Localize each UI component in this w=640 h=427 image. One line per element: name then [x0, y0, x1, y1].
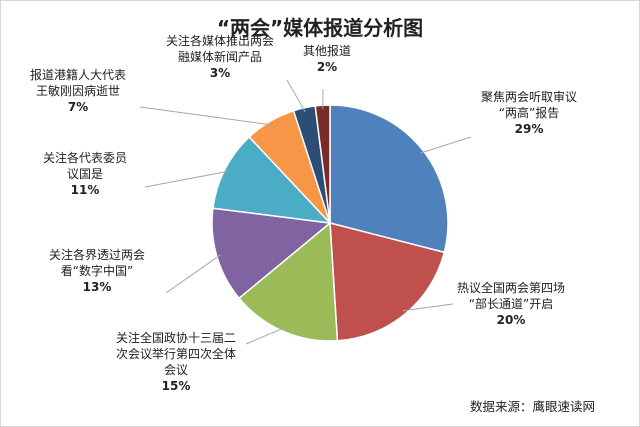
slice-percent: 20% — [497, 313, 526, 327]
slice-label-line: 融媒体新闻产品 — [178, 49, 262, 64]
slice-label-line: 其他报道 — [303, 43, 351, 58]
slice-label-line: 看“数字中国” — [61, 263, 133, 278]
slice-label-line: 会议 — [164, 363, 188, 377]
chart-title: “两会”媒体报道分析图 — [217, 16, 423, 40]
leader-line — [286, 79, 306, 112]
slice-label: 热议全国两会第四场“部长通道”开启 20% — [457, 280, 565, 327]
slice-label-line: “部长通道”开启 — [469, 296, 553, 311]
slice-percent: 7% — [68, 100, 88, 114]
slice-percent: 11% — [71, 183, 100, 197]
leader-line — [419, 136, 472, 154]
pie-slice — [238, 221, 339, 342]
pie-slice — [329, 104, 449, 254]
slice-percent: 29% — [515, 122, 544, 136]
slice-label-line: 热议全国两会第四场 — [457, 280, 565, 295]
slice-label-line: 报道港籍人大代表 — [30, 67, 126, 82]
slice-label-line: 关注全国政协十三届二 — [116, 330, 236, 345]
slice-percent: 13% — [83, 280, 112, 294]
leader-line — [245, 327, 285, 345]
slice-label-line: “两高”报告 — [499, 105, 559, 120]
leader-line — [144, 170, 229, 188]
slice-label-line: 王敏刚因病逝世 — [36, 83, 120, 98]
source-note: 数据来源：鹰眼速读网 — [470, 399, 595, 414]
slice-percent: 15% — [162, 379, 191, 393]
slice-label: 关注各媒体推出两会融媒体新闻产品 3% — [166, 33, 274, 80]
slice-label-line: 次会议举行第四次全体 — [116, 346, 236, 361]
slice-percent: 2% — [317, 60, 337, 74]
slice-label: 关注各界透过两会看“数字中国” 13% — [49, 247, 145, 294]
pie-slice — [211, 207, 332, 300]
slice-label: 关注全国政协十三届二次会议举行第四次全体会议 15% — [116, 330, 236, 393]
slice-label: 报道港籍人大代表王敏刚因病逝世 7% — [30, 67, 126, 114]
leader-line — [165, 254, 221, 294]
slice-percent: 3% — [210, 66, 230, 80]
slice-label-line: 议国是 — [67, 167, 103, 181]
leader-line — [402, 303, 454, 312]
pie-slice — [329, 222, 446, 342]
leader-line — [139, 106, 273, 126]
slice-label: 聚焦两会听取审议“两高”报告 29% — [481, 89, 577, 136]
pie-slice — [212, 135, 332, 225]
slice-label-line: 关注各代表委员 — [43, 150, 127, 165]
slice-label-line: 聚焦两会听取审议 — [481, 89, 577, 104]
slice-label: 其他报道 2% — [303, 43, 351, 74]
slice-label-line: 关注各媒体推出两会 — [166, 33, 274, 48]
slice-label-line: 关注各界透过两会 — [49, 247, 145, 262]
slice-label: 关注各代表委员议国是 11% — [43, 150, 127, 197]
